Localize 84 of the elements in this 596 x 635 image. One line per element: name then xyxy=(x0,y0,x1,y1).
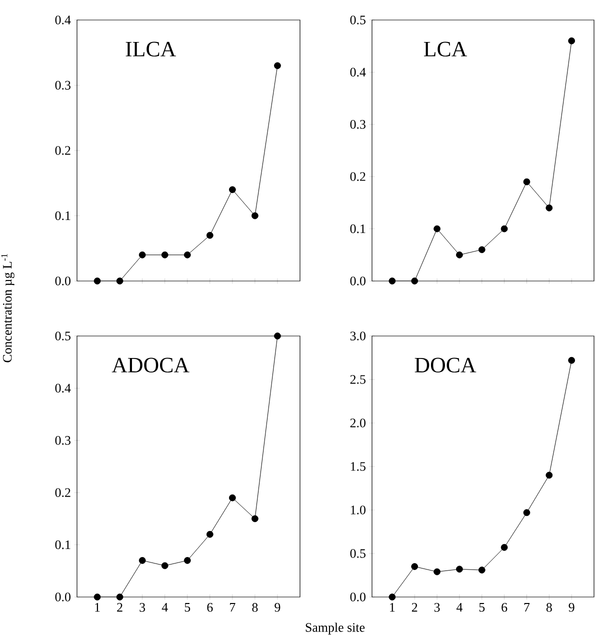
point xyxy=(161,251,168,258)
y-tick-label: 0.2 xyxy=(55,146,70,155)
point xyxy=(411,278,418,284)
x-tick-label: 5 xyxy=(479,603,485,612)
x-tick-label: 9 xyxy=(568,603,574,612)
y-tick-label: 0.4 xyxy=(55,384,71,393)
point xyxy=(523,178,530,186)
point xyxy=(546,472,553,479)
y-tick-label: 0.0 xyxy=(350,592,366,602)
x-tick-label: 7 xyxy=(230,603,236,612)
point xyxy=(184,557,191,564)
x-tick-label: 3 xyxy=(434,603,440,612)
text: DOCA xyxy=(414,358,476,373)
point xyxy=(434,225,440,232)
y-tick-label: 0.5 xyxy=(350,16,366,24)
y-tick-label: 2.0 xyxy=(350,418,366,428)
y-tick-label: 0.3 xyxy=(350,120,366,129)
y-tick-label: 0.3 xyxy=(55,80,70,90)
y-tick-label: 0.4 xyxy=(350,68,366,77)
y-tick-label: 3.0 xyxy=(350,332,366,340)
x-tick-label: 1 xyxy=(95,603,100,612)
point xyxy=(500,544,508,551)
point xyxy=(568,37,576,44)
y-tick-label: 0.1 xyxy=(55,211,70,220)
point xyxy=(94,594,101,600)
x-tick-label: 6 xyxy=(207,603,213,612)
y-tick-label: 0.0 xyxy=(55,592,70,602)
point xyxy=(523,509,530,516)
point xyxy=(206,530,214,538)
point xyxy=(228,186,236,194)
x-tick-label: 8 xyxy=(546,603,552,612)
x-tick-label: 5 xyxy=(184,603,190,612)
y-tick-label: 0.2 xyxy=(55,488,70,497)
y-tick-label: 0.0 xyxy=(55,276,70,286)
x-tick-label: 2 xyxy=(412,603,418,612)
y-tick-label: 0.3 xyxy=(55,436,70,445)
x-axis-title: Sample site xyxy=(306,622,365,634)
x-tick-label: 7 xyxy=(524,603,530,612)
point xyxy=(388,594,396,600)
y-tick-label: 0.1 xyxy=(350,224,366,234)
point xyxy=(138,251,146,258)
point xyxy=(252,515,258,522)
point xyxy=(274,332,281,340)
point xyxy=(138,557,146,564)
point xyxy=(116,594,124,600)
y-tick-label: 0.2 xyxy=(350,172,366,181)
x-tick-label: 4 xyxy=(456,603,463,612)
y-axis-title: Concentration µg L$^{-1}$ xyxy=(1,254,14,362)
point xyxy=(568,356,576,364)
y-tick-label: 0.1 xyxy=(55,540,70,550)
point xyxy=(434,568,440,576)
text: ILCA xyxy=(126,42,176,57)
point xyxy=(411,563,418,570)
point xyxy=(161,562,168,570)
y-tick-label: 0.0 xyxy=(350,276,366,286)
x-tick-label: 8 xyxy=(252,603,258,612)
x-tick-label: 1 xyxy=(390,603,395,612)
point xyxy=(252,212,258,220)
point xyxy=(478,246,486,254)
y-tick-label: 0.4 xyxy=(55,16,71,24)
x-tick-label: 9 xyxy=(274,603,280,612)
point xyxy=(94,278,101,284)
point xyxy=(500,225,508,232)
x-tick-label: 2 xyxy=(117,603,122,612)
y-tick-label: 1.5 xyxy=(350,462,366,471)
x-tick-label: 6 xyxy=(502,603,508,612)
x-tick-label: 3 xyxy=(140,603,146,612)
y-tick-label: 1.0 xyxy=(350,506,366,514)
point xyxy=(388,278,396,284)
point xyxy=(546,204,553,212)
point xyxy=(456,566,463,573)
x-tick-label: 4 xyxy=(162,603,168,612)
y-tick-label: 2.5 xyxy=(350,375,366,384)
point xyxy=(184,251,191,258)
point xyxy=(274,62,281,70)
point xyxy=(478,566,486,574)
text: ADOCA xyxy=(112,358,190,373)
point xyxy=(228,494,236,502)
y-tick-label: 0.5 xyxy=(55,332,70,340)
point xyxy=(456,251,463,258)
text: LCA xyxy=(424,42,468,57)
y-tick-label: 0.5 xyxy=(350,549,366,558)
point xyxy=(116,278,124,284)
point xyxy=(206,232,214,239)
